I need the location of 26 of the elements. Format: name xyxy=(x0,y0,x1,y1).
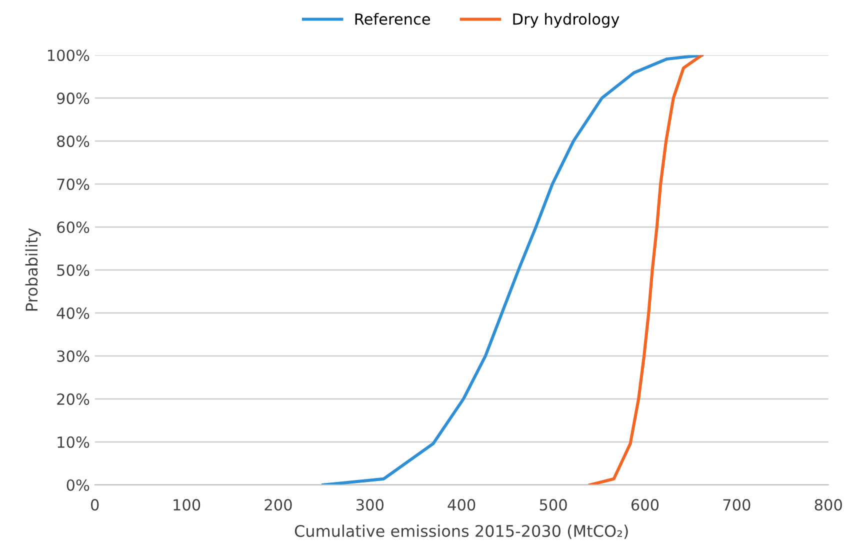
x-tick-label: 500 xyxy=(540,499,567,511)
x-tick-label: 800 xyxy=(814,499,842,511)
x-tick-label: 200 xyxy=(264,499,292,511)
x-axis-title: Cumulative emissions 2015-2030 (MtCO₂) xyxy=(294,524,628,539)
y-tick-label: 20% xyxy=(57,393,90,405)
y-tick-label: 50% xyxy=(57,264,90,276)
x-tick-label: 700 xyxy=(723,499,750,511)
x-tick-label: 400 xyxy=(448,499,476,511)
y-tick-label: 70% xyxy=(57,178,90,190)
y-tick-label: 90% xyxy=(57,92,90,104)
x-tick-label: 0 xyxy=(91,499,99,511)
legend-label: Dry hydrology xyxy=(513,12,620,28)
y-tick-label: 0% xyxy=(66,479,90,491)
x-tick-label: 600 xyxy=(631,499,659,511)
x-tick-label: 300 xyxy=(356,499,384,511)
x-tick-label: 100 xyxy=(174,499,200,511)
legend-label: Reference xyxy=(355,12,430,25)
line-series xyxy=(322,55,704,485)
y-tick-label: 10% xyxy=(58,436,90,448)
line-series xyxy=(588,55,704,485)
y-tick-label: 100% xyxy=(48,50,90,62)
y-tick-label: 40% xyxy=(56,307,90,319)
y-tick-label: 60% xyxy=(57,221,90,234)
y-tick-label: 30% xyxy=(57,350,90,362)
y-axis-title: Probability xyxy=(25,228,41,311)
y-tick-label: 80% xyxy=(57,136,90,148)
